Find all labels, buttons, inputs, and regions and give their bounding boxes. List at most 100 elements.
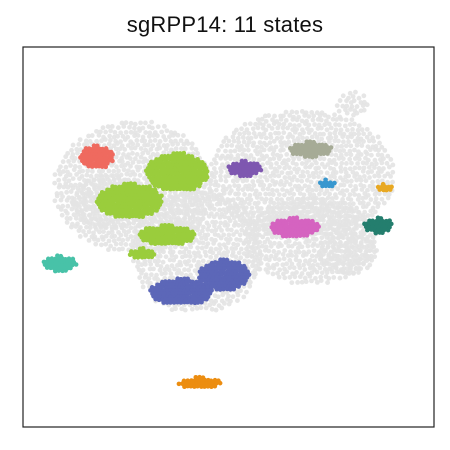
background-point xyxy=(341,182,347,188)
background-point xyxy=(65,203,71,209)
state-10-point xyxy=(148,288,153,293)
background-point xyxy=(246,201,252,207)
background-point xyxy=(104,182,110,187)
state-10-point xyxy=(199,299,204,305)
background-point xyxy=(260,122,266,128)
background-point xyxy=(340,93,346,99)
background-point xyxy=(172,190,178,196)
background-point xyxy=(347,213,353,219)
background-point xyxy=(356,156,362,162)
background-point xyxy=(370,187,375,192)
background-point xyxy=(83,232,89,238)
background-point xyxy=(86,229,92,235)
background-point xyxy=(250,126,256,132)
background-point xyxy=(368,208,374,214)
background-point xyxy=(282,248,288,253)
background-point xyxy=(375,178,381,184)
background-point xyxy=(266,123,272,129)
background-point xyxy=(291,138,297,144)
background-point xyxy=(117,146,123,152)
background-point xyxy=(190,214,196,220)
background-point xyxy=(336,156,342,161)
background-point xyxy=(226,199,232,205)
state-2-point xyxy=(159,241,165,246)
background-point xyxy=(297,274,303,280)
background-point xyxy=(222,214,228,220)
background-point xyxy=(83,181,89,187)
background-point xyxy=(189,209,195,215)
state-2-point xyxy=(197,183,202,189)
background-point xyxy=(276,257,282,262)
background-point xyxy=(332,112,337,118)
background-point xyxy=(355,197,361,202)
background-point xyxy=(304,201,310,207)
background-point xyxy=(287,190,293,196)
background-point xyxy=(171,214,177,220)
state-2-point xyxy=(184,238,190,244)
background-point xyxy=(274,196,280,202)
background-point xyxy=(361,261,366,267)
state-11-point xyxy=(176,381,182,387)
background-point xyxy=(359,143,365,148)
background-point xyxy=(304,135,310,141)
background-point xyxy=(339,160,345,166)
background-point xyxy=(360,200,366,206)
background-point xyxy=(264,142,269,148)
background-point xyxy=(325,280,330,285)
background-point xyxy=(118,241,124,247)
background-point xyxy=(271,205,277,211)
background-point xyxy=(106,230,112,236)
background-point xyxy=(272,240,277,246)
background-point xyxy=(347,122,353,127)
background-point xyxy=(267,182,273,188)
background-point xyxy=(265,209,271,215)
state-3-point xyxy=(52,268,58,274)
state-10-point xyxy=(214,286,220,292)
background-point xyxy=(161,207,167,212)
background-point xyxy=(276,192,282,198)
background-point xyxy=(388,173,393,179)
background-point xyxy=(73,215,79,221)
background-point xyxy=(73,224,79,229)
background-point xyxy=(100,125,106,131)
background-point xyxy=(301,130,306,136)
background-point xyxy=(242,130,247,136)
background-point xyxy=(313,187,319,193)
background-point xyxy=(178,210,184,215)
state-10-point xyxy=(241,281,247,286)
background-point xyxy=(239,227,245,233)
background-point xyxy=(372,165,377,170)
background-point xyxy=(363,195,369,200)
background-point xyxy=(254,235,259,241)
background-point xyxy=(106,221,112,226)
background-point xyxy=(240,135,246,140)
background-point xyxy=(86,133,91,139)
background-point xyxy=(178,138,184,143)
background-point xyxy=(142,274,148,280)
background-point xyxy=(336,235,341,241)
background-point xyxy=(268,253,274,259)
background-point xyxy=(329,239,335,244)
background-point xyxy=(348,197,354,203)
background-point xyxy=(186,249,192,255)
state-2-point xyxy=(164,186,169,192)
background-point xyxy=(311,174,317,180)
background-point xyxy=(226,138,232,144)
state-10-point xyxy=(153,296,158,302)
state-10-point xyxy=(203,280,209,286)
background-point xyxy=(77,204,82,210)
background-point xyxy=(155,277,161,282)
background-point xyxy=(317,113,323,119)
background-point xyxy=(351,270,356,276)
background-point xyxy=(231,241,237,247)
background-point xyxy=(138,120,144,126)
background-point xyxy=(75,150,80,156)
background-point xyxy=(337,190,343,196)
background-point xyxy=(310,117,316,123)
background-point xyxy=(325,209,331,214)
background-point xyxy=(68,163,73,168)
background-point xyxy=(344,178,350,184)
background-point xyxy=(324,257,330,263)
state-10-point xyxy=(171,300,177,305)
background-point xyxy=(126,229,132,234)
